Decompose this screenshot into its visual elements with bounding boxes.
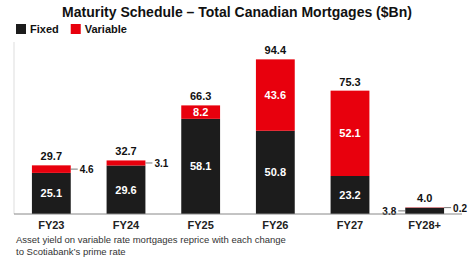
data-label: 50.8	[265, 166, 286, 178]
bar-segment	[107, 160, 146, 165]
x-tick-label: FY28+	[408, 219, 441, 231]
footnote: Asset yield on variable rate mortgages r…	[16, 234, 286, 257]
data-label: 29.6	[115, 184, 136, 196]
bar-segment	[405, 207, 444, 208]
total-label: 94.4	[265, 44, 287, 56]
footnote-line: Asset yield on variable rate mortgages r…	[16, 234, 286, 245]
bars	[32, 59, 444, 214]
leader-line	[398, 210, 405, 211]
total-label: 66.3	[190, 90, 211, 102]
footnote-line: to Scotiabank’s prime rate	[16, 246, 126, 257]
data-label: 4.6	[80, 164, 94, 175]
legend-swatch	[16, 24, 26, 34]
total-label: 75.3	[339, 76, 360, 88]
data-label: 52.1	[339, 127, 360, 139]
bar-segment	[181, 119, 220, 214]
data-label: 8.2	[193, 106, 208, 118]
data-label: 25.1	[41, 187, 62, 199]
leader-line	[444, 207, 451, 208]
bar-segment	[331, 176, 370, 214]
x-tick-label: FY27	[337, 219, 363, 231]
data-label: 43.6	[265, 89, 286, 101]
data-label: 3.1	[154, 158, 168, 169]
data-label: 58.1	[190, 160, 211, 172]
legend-label: Fixed	[30, 23, 59, 35]
leader-line	[145, 162, 152, 163]
x-axis-line	[14, 214, 462, 215]
bar-segment	[181, 105, 220, 118]
x-tick-label: FY23	[38, 219, 64, 231]
bar-segment	[32, 165, 71, 173]
bar-segment	[32, 173, 71, 214]
legend: Fixed Variable	[16, 23, 127, 35]
total-label: 4.0	[417, 192, 432, 204]
x-tick-label: FY25	[188, 219, 214, 231]
title: Maturity Schedule – Total Canadian Mortg…	[62, 4, 412, 20]
legend-label: Variable	[85, 23, 127, 35]
legend-swatch	[71, 24, 81, 34]
labels: 25.1 4.6 29.7 29.6 3.1 32.7 58.1 8.2 66.3 50.8 43.…	[41, 44, 468, 217]
data-label: 3.8	[382, 206, 396, 217]
bar-segment	[256, 59, 295, 130]
y-axis-line	[14, 42, 15, 214]
total-label: 29.7	[41, 150, 62, 162]
x-tick-label: FY24	[113, 219, 140, 231]
bar-segment	[107, 166, 146, 214]
background	[0, 0, 474, 269]
x-tick-label: FY26	[262, 219, 288, 231]
leader-line	[71, 169, 78, 170]
data-label: 0.2	[453, 203, 467, 214]
bar-segment	[331, 91, 370, 176]
bar-segment	[405, 208, 444, 214]
data-label: 23.2	[339, 189, 360, 201]
bar-segment	[256, 131, 295, 214]
total-label: 32.7	[115, 145, 136, 157]
